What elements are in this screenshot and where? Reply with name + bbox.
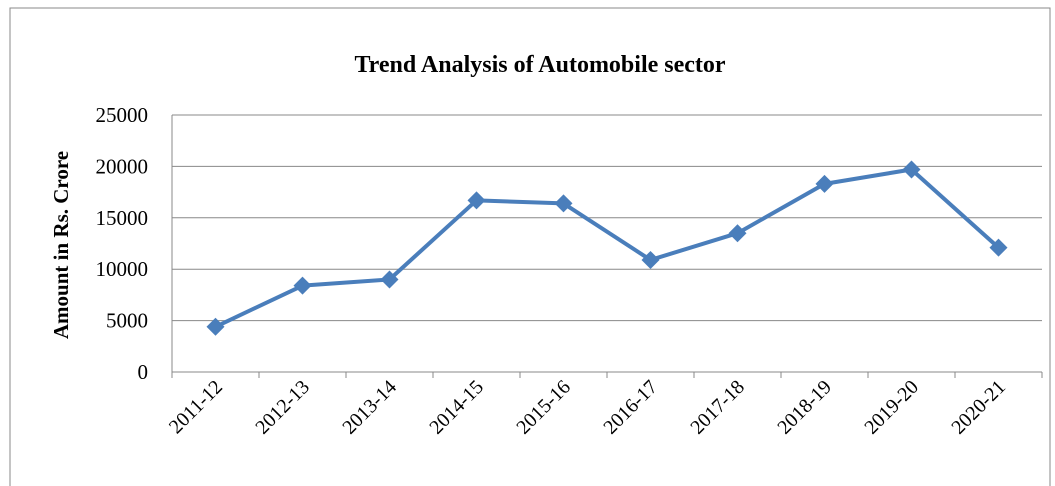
data-marker [380, 270, 399, 289]
y-tick-label: 20000 [96, 154, 149, 178]
x-tick-label: 2015-16 [512, 376, 575, 439]
y-tick-label: 10000 [96, 257, 149, 281]
x-tick-label: 2020-21 [947, 376, 1010, 439]
data-line [214, 167, 1000, 329]
x-tick-label: 2016-17 [599, 376, 662, 439]
data-marker [554, 194, 573, 213]
chart-title: Trend Analysis of Automobile sector [354, 52, 725, 78]
y-tick-label: 5000 [106, 309, 148, 333]
x-tick-label: 2017-18 [686, 376, 749, 439]
data-marker [728, 224, 747, 243]
x-tick-label: 2013-14 [338, 376, 401, 439]
y-tick-label: 15000 [96, 206, 149, 230]
data-marker [815, 174, 834, 193]
data-marker [293, 276, 312, 295]
y-tick-label: 25000 [96, 103, 149, 127]
data-marker [206, 317, 225, 336]
data-marker [467, 191, 486, 210]
chart-border [9, 7, 1051, 486]
x-tick-label: 2012-13 [251, 376, 314, 439]
data-marker [902, 160, 921, 179]
x-tick-label: 2019-20 [860, 376, 923, 439]
data-marker [641, 250, 660, 269]
x-tick-label: 2011-12 [165, 376, 227, 438]
y-axis-label: Amount in Rs. Crore [49, 151, 73, 339]
x-tick-label: 2014-15 [425, 376, 488, 439]
y-tick-label: 0 [138, 360, 149, 384]
data-marker [989, 238, 1008, 257]
x-tick-label: 2018-19 [773, 376, 836, 439]
